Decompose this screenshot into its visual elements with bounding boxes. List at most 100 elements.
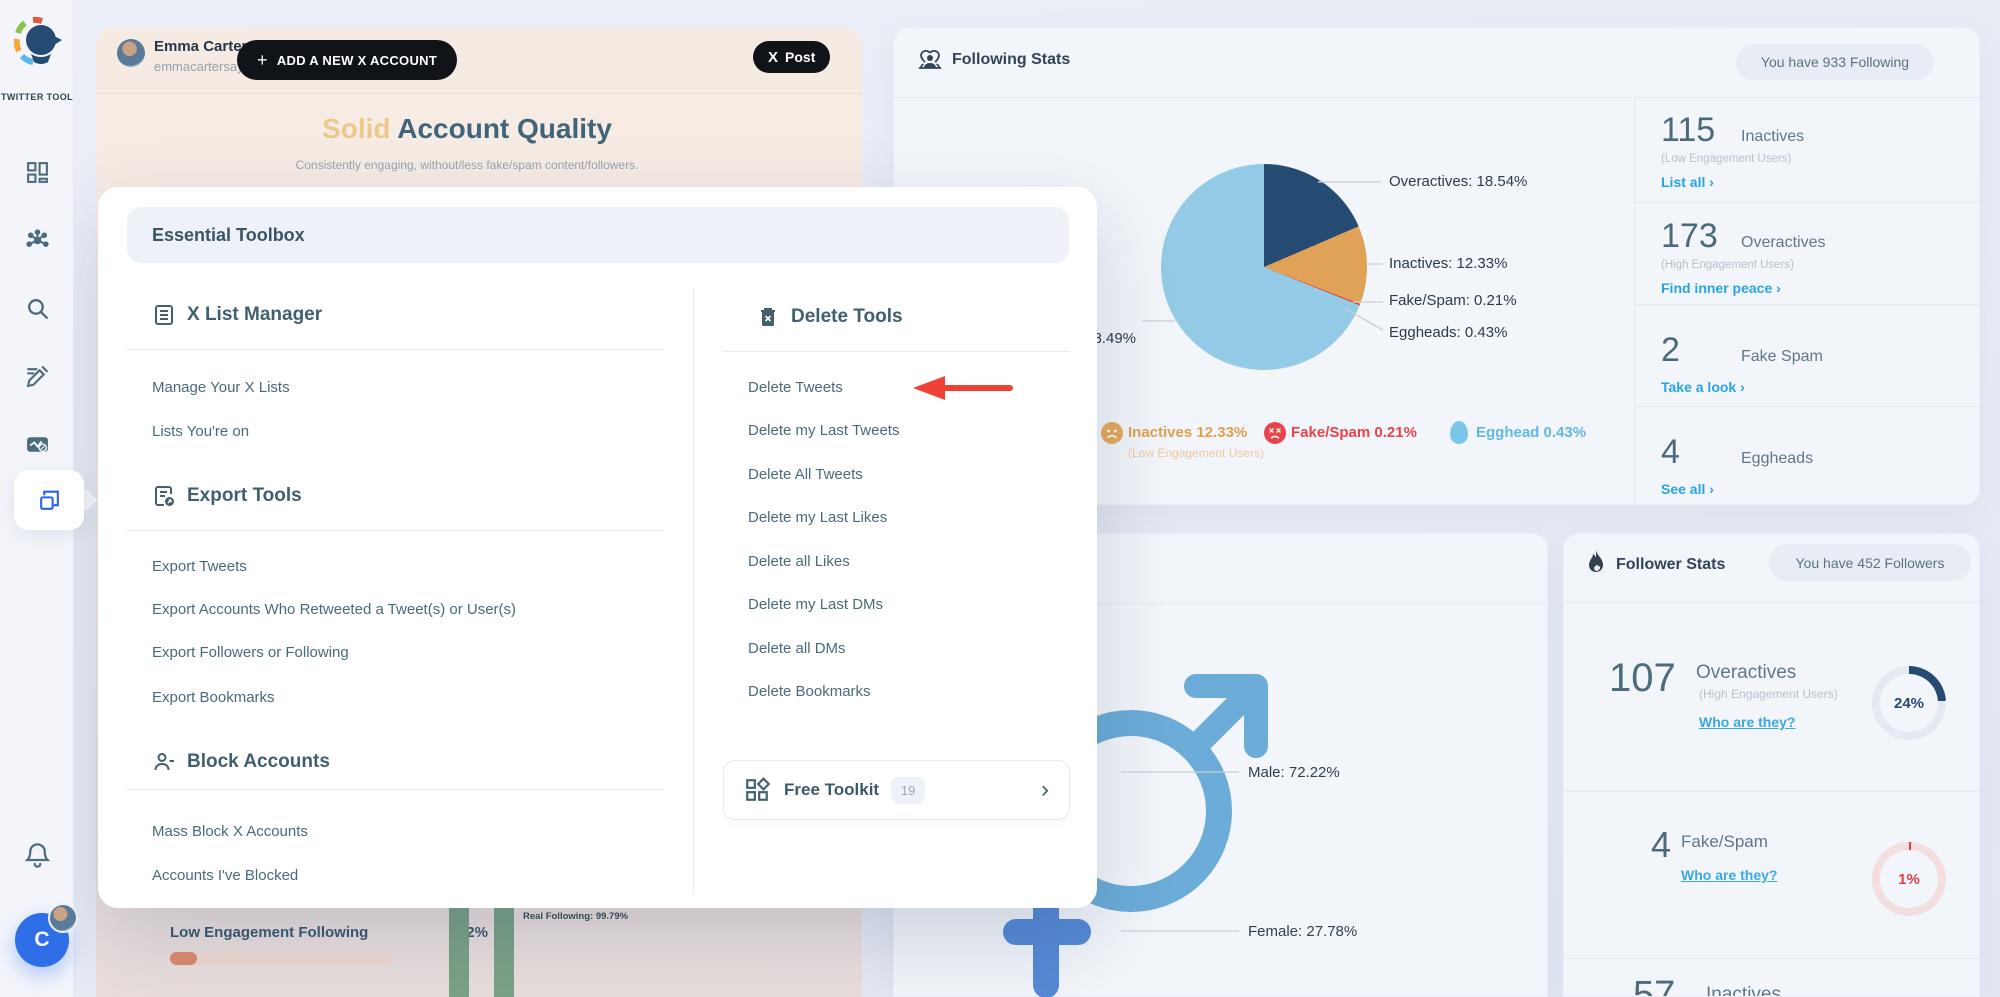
- menu-item-delete-tweets[interactable]: Delete Tweets: [748, 379, 843, 396]
- menu-item-manage-your-x-lists[interactable]: Manage Your X Lists: [152, 379, 290, 396]
- see-all-link[interactable]: See all ›: [1661, 481, 1714, 497]
- free-toolkit-button[interactable]: Free Toolkit 19 ›: [723, 760, 1070, 820]
- follower-count-badge: You have 452 Followers: [1769, 544, 1971, 581]
- menu-item-accounts-ive-blocked[interactable]: Accounts I've Blocked: [152, 867, 299, 884]
- female-symbol-crossbar: [1003, 919, 1091, 945]
- following-count-badge: You have 933 Following: [1736, 44, 1934, 80]
- chevron-right-icon: ›: [1041, 776, 1049, 803]
- sidebar-item-toolbox-active[interactable]: [14, 470, 84, 530]
- menu-item-delete-all-likes[interactable]: Delete all Likes: [748, 553, 850, 570]
- sidebar-item-compose[interactable]: [13, 352, 61, 400]
- plus-icon: +: [257, 49, 268, 70]
- metric-low-engagement-label: Low Engagement Following: [170, 924, 369, 941]
- bell-icon: [24, 843, 51, 868]
- compose-icon: [26, 365, 48, 387]
- inactives-sub: (Low Engagement Users): [1661, 153, 1792, 165]
- overactives-count: 173: [1661, 217, 1718, 255]
- fakespam-count: 2: [1661, 331, 1680, 369]
- avatar: [48, 903, 78, 933]
- legend-egghead-label: Egghead 0.43%: [1476, 424, 1587, 441]
- fo-fakespam-link[interactable]: Who are they?: [1681, 867, 1778, 883]
- take-a-look-link[interactable]: Take a look ›: [1661, 379, 1745, 395]
- menu-item-delete-all-dms[interactable]: Delete all DMs: [748, 640, 846, 657]
- following-pie-chart: [1161, 164, 1367, 370]
- fakespam-donut: 1%: [1872, 842, 1946, 916]
- trash-x-icon: [761, 308, 775, 326]
- sidebar: TWITTER TOOL: [0, 0, 84, 997]
- stat-row-fakespam: 2 Fake Spam Take a look ›: [1634, 304, 1981, 406]
- free-toolkit-count: 19: [891, 776, 926, 804]
- sidebar-item-notifications[interactable]: [24, 841, 51, 875]
- legend-inactives-label: Inactives 12.33%: [1128, 424, 1248, 441]
- x-logo-icon: X: [768, 48, 779, 66]
- menu-item-mass-block[interactable]: Mass Block X Accounts: [152, 823, 308, 840]
- free-toolkit-label: Free Toolkit: [784, 780, 880, 799]
- legend-fakespam-label: Fake/Spam 0.21%: [1291, 424, 1417, 441]
- sidebar-item-network[interactable]: [13, 216, 61, 264]
- real-following-footnote: Real Following: 99.79%: [523, 911, 629, 922]
- flame-icon: [1584, 549, 1608, 582]
- menu-item-export-retweeters[interactable]: Export Accounts Who Retweeted a Tweet(s)…: [152, 601, 517, 618]
- add-account-button[interactable]: + ADD A NEW X ACCOUNT: [237, 40, 458, 80]
- menu-item-delete-all-tweets[interactable]: Delete All Tweets: [748, 466, 863, 483]
- pie-leader-lines: [1142, 181, 1384, 331]
- chat-label: C: [34, 928, 50, 951]
- post-label: Post: [785, 49, 816, 65]
- divider: [693, 287, 694, 895]
- overactives-donut: 24%: [1872, 666, 1946, 740]
- fo-overactives-link[interactable]: Who are they?: [1699, 714, 1796, 730]
- menu-item-delete-my-last-tweets[interactable]: Delete my Last Tweets: [748, 422, 900, 439]
- male-percentage-label: Male: 72.22%: [1248, 764, 1340, 781]
- menu-item-export-bookmarks[interactable]: Export Bookmarks: [152, 689, 275, 706]
- eggheads-count: 4: [1661, 433, 1680, 471]
- menu-item-delete-my-last-likes[interactable]: Delete my Last Likes: [748, 509, 888, 526]
- menu-item-delete-bookmarks[interactable]: Delete Bookmarks: [748, 683, 871, 700]
- inactives-count: 115: [1661, 111, 1716, 149]
- low-engagement-progress: [170, 952, 393, 965]
- sidebar-item-dashboard[interactable]: [13, 148, 61, 196]
- fo-overactives-label: Overactives: [1696, 662, 1797, 683]
- inactives-label: Inactives: [1741, 128, 1805, 145]
- menu-item-export-followers-following[interactable]: Export Followers or Following: [152, 644, 349, 661]
- account-topbar: Emma Carter emmacartersay + ADD A NEW X …: [96, 27, 862, 94]
- dead-face-icon: [1264, 422, 1286, 444]
- export-tools-header: Export Tools: [152, 484, 302, 508]
- overactives-label: Overactives: [1741, 234, 1826, 251]
- pie-label-eggheads: Eggheads: 0.43%: [1389, 324, 1508, 341]
- list-all-link[interactable]: List all ›: [1661, 174, 1714, 190]
- search-icon: [27, 298, 48, 319]
- legend-inactives: [1101, 422, 1123, 449]
- person-minus-icon: [154, 753, 174, 771]
- fo-fakespam-count: 4: [1651, 824, 1672, 865]
- sidebar-item-analytics[interactable]: [13, 420, 61, 468]
- egg-icon: [1450, 421, 1468, 444]
- find-inner-peace-link[interactable]: Find inner peace ›: [1661, 280, 1781, 296]
- menu-item-lists-youre-on[interactable]: Lists You're on: [152, 423, 250, 440]
- menu-item-delete-my-last-dms[interactable]: Delete my Last DMs: [748, 596, 884, 613]
- pie-label-inactives: Inactives: 12.33%: [1389, 255, 1508, 272]
- essential-toolbox-modal: Essential Toolbox X List Manager Manage …: [98, 187, 1097, 908]
- quality-subtitle: Consistently engaging, without/less fake…: [295, 158, 639, 172]
- fo-fakespam-label: Fake/Spam: [1681, 832, 1768, 851]
- fakespam-donut-value: 1%: [1880, 850, 1938, 908]
- pie-label-other: 68.49%: [1085, 330, 1136, 347]
- fo-inactives-label: Inactives: [1706, 984, 1781, 997]
- divider: [723, 351, 1070, 352]
- post-button[interactable]: X Post: [753, 41, 831, 73]
- overactives-sub: (High Engagement Users): [1661, 259, 1794, 271]
- twitter-tool-logo: [13, 16, 62, 65]
- sidebar-item-search[interactable]: [13, 284, 61, 332]
- divider: [1564, 958, 1979, 959]
- follower-stats-card: Follower Stats You have 452 Followers 10…: [1563, 533, 1980, 997]
- person-figure-left-leg: [449, 893, 469, 997]
- menu-item-export-tweets[interactable]: Export Tweets: [152, 558, 247, 575]
- list-icon: [155, 305, 173, 325]
- user-name: Emma Carter: [154, 38, 248, 55]
- pie-label-overactives: Overactives: 18.54%: [1389, 173, 1528, 190]
- toolbox-title: Essential Toolbox: [127, 207, 1069, 263]
- copy-icon: [39, 490, 59, 510]
- pie-label-fakespam: Fake/Spam: 0.21%: [1389, 292, 1517, 309]
- user-handle: emmacartersay: [154, 59, 244, 74]
- fo-inactives-count: 57: [1633, 974, 1676, 997]
- stat-row-inactives: 115 Inactives (Low Engagement Users) List…: [1634, 97, 1981, 202]
